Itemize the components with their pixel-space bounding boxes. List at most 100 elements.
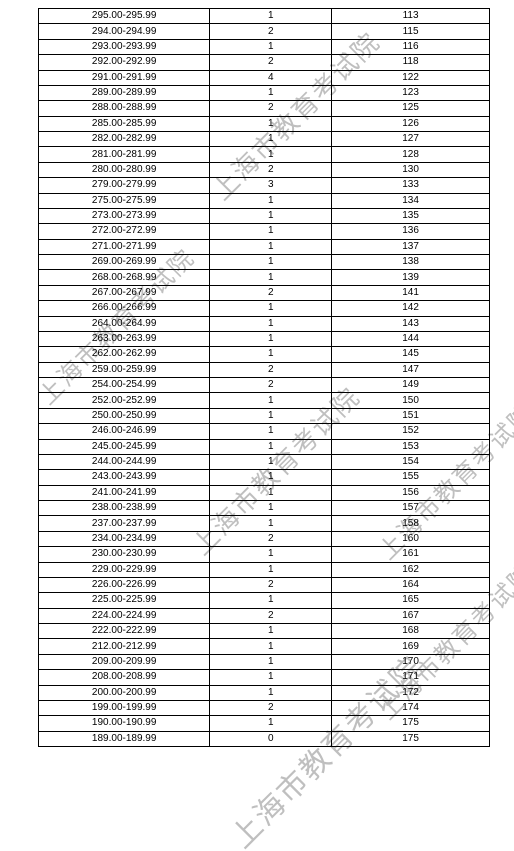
table-row: 271.00-271.991137 — [39, 239, 490, 254]
table-cell: 141 — [332, 285, 490, 300]
table-cell: 281.00-281.99 — [39, 147, 210, 162]
table-cell: 172 — [332, 685, 490, 700]
table-cell: 1 — [210, 239, 332, 254]
table-row: 252.00-252.991150 — [39, 393, 490, 408]
table-cell: 156 — [332, 485, 490, 500]
table-cell: 293.00-293.99 — [39, 39, 210, 54]
table-cell: 1 — [210, 301, 332, 316]
score-table-container: 295.00-295.991113294.00-294.992115293.00… — [0, 0, 514, 747]
table-cell: 1 — [210, 454, 332, 469]
table-cell: 259.00-259.99 — [39, 362, 210, 377]
table-cell: 1 — [210, 501, 332, 516]
table-row: 267.00-267.992141 — [39, 285, 490, 300]
table-cell: 291.00-291.99 — [39, 70, 210, 85]
table-row: 285.00-285.991126 — [39, 116, 490, 131]
table-row: 245.00-245.991153 — [39, 439, 490, 454]
table-cell: 226.00-226.99 — [39, 577, 210, 592]
table-row: 275.00-275.991134 — [39, 193, 490, 208]
table-cell: 164 — [332, 577, 490, 592]
table-cell: 2 — [210, 101, 332, 116]
table-row: 200.00-200.991172 — [39, 685, 490, 700]
table-cell: 133 — [332, 178, 490, 193]
table-row: 272.00-272.991136 — [39, 224, 490, 239]
table-cell: 262.00-262.99 — [39, 347, 210, 362]
table-cell: 279.00-279.99 — [39, 178, 210, 193]
table-cell: 126 — [332, 116, 490, 131]
table-cell: 254.00-254.99 — [39, 378, 210, 393]
table-row: 294.00-294.992115 — [39, 24, 490, 39]
table-cell: 3 — [210, 178, 332, 193]
table-cell: 142 — [332, 301, 490, 316]
table-cell: 145 — [332, 347, 490, 362]
table-cell: 1 — [210, 593, 332, 608]
table-cell: 264.00-264.99 — [39, 316, 210, 331]
table-cell: 222.00-222.99 — [39, 624, 210, 639]
table-row: 241.00-241.991156 — [39, 485, 490, 500]
table-cell: 237.00-237.99 — [39, 516, 210, 531]
table-cell: 212.00-212.99 — [39, 639, 210, 654]
table-cell: 1 — [210, 408, 332, 423]
table-row: 273.00-273.991135 — [39, 208, 490, 223]
table-cell: 115 — [332, 24, 490, 39]
table-cell: 238.00-238.99 — [39, 501, 210, 516]
table-cell: 170 — [332, 654, 490, 669]
table-cell: 137 — [332, 239, 490, 254]
table-cell: 175 — [332, 731, 490, 746]
table-cell: 1 — [210, 270, 332, 285]
table-row: 199.00-199.992174 — [39, 700, 490, 715]
table-cell: 292.00-292.99 — [39, 55, 210, 70]
table-cell: 136 — [332, 224, 490, 239]
table-row: 266.00-266.991142 — [39, 301, 490, 316]
table-row: 293.00-293.991116 — [39, 39, 490, 54]
table-cell: 168 — [332, 624, 490, 639]
table-cell: 1 — [210, 654, 332, 669]
table-cell: 2 — [210, 378, 332, 393]
table-row: 225.00-225.991165 — [39, 593, 490, 608]
table-row: 280.00-280.992130 — [39, 162, 490, 177]
table-cell: 1 — [210, 716, 332, 731]
table-cell: 2 — [210, 24, 332, 39]
table-row: 263.00-263.991144 — [39, 331, 490, 346]
table-cell: 1 — [210, 255, 332, 270]
table-cell: 1 — [210, 193, 332, 208]
table-cell: 1 — [210, 39, 332, 54]
table-cell: 135 — [332, 208, 490, 223]
table-row: 264.00-264.991143 — [39, 316, 490, 331]
table-cell: 1 — [210, 85, 332, 100]
table-row: 208.00-208.991171 — [39, 670, 490, 685]
table-row: 209.00-209.991170 — [39, 654, 490, 669]
table-cell: 1 — [210, 439, 332, 454]
table-cell: 245.00-245.99 — [39, 439, 210, 454]
table-cell: 151 — [332, 408, 490, 423]
table-row: 230.00-230.991161 — [39, 547, 490, 562]
table-row: 262.00-262.991145 — [39, 347, 490, 362]
table-cell: 289.00-289.99 — [39, 85, 210, 100]
table-cell: 2 — [210, 55, 332, 70]
table-cell: 158 — [332, 516, 490, 531]
table-cell: 252.00-252.99 — [39, 393, 210, 408]
table-cell: 1 — [210, 639, 332, 654]
table-cell: 229.00-229.99 — [39, 562, 210, 577]
table-cell: 1 — [210, 224, 332, 239]
table-cell: 157 — [332, 501, 490, 516]
table-cell: 143 — [332, 316, 490, 331]
table-cell: 2 — [210, 162, 332, 177]
table-cell: 1 — [210, 547, 332, 562]
table-cell: 275.00-275.99 — [39, 193, 210, 208]
table-row: 254.00-254.992149 — [39, 378, 490, 393]
table-cell: 118 — [332, 55, 490, 70]
table-cell: 153 — [332, 439, 490, 454]
table-cell: 1 — [210, 9, 332, 24]
table-cell: 2 — [210, 531, 332, 546]
table-row: 234.00-234.992160 — [39, 531, 490, 546]
table-row: 222.00-222.991168 — [39, 624, 490, 639]
table-cell: 167 — [332, 608, 490, 623]
table-cell: 267.00-267.99 — [39, 285, 210, 300]
table-cell: 190.00-190.99 — [39, 716, 210, 731]
table-row: 269.00-269.991138 — [39, 255, 490, 270]
table-cell: 127 — [332, 132, 490, 147]
table-cell: 285.00-285.99 — [39, 116, 210, 131]
table-cell: 130 — [332, 162, 490, 177]
table-cell: 2 — [210, 362, 332, 377]
table-cell: 2 — [210, 608, 332, 623]
